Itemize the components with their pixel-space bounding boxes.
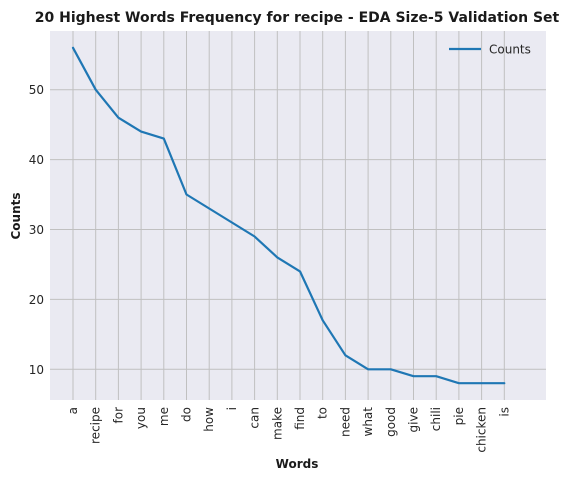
y-tick-label: 50 (29, 83, 44, 97)
x-axis-label: Words (276, 457, 319, 471)
x-tick-label: is (497, 407, 511, 417)
x-tick-label: make (270, 407, 284, 440)
y-tick-label: 10 (29, 363, 44, 377)
x-axis-ticks: a recipe for you me do how i can make find to need wh… (66, 407, 511, 453)
x-tick-label: how (202, 407, 216, 432)
x-tick-label: chicken (475, 407, 489, 453)
x-tick-label: chili (429, 407, 443, 431)
y-axis-label: Counts (9, 192, 23, 239)
x-tick-label: a (66, 407, 80, 414)
x-tick-label: me (157, 407, 171, 426)
x-tick-label: need (338, 407, 352, 437)
x-tick-label: find (293, 407, 307, 430)
x-tick-label: recipe (89, 407, 103, 444)
x-tick-label: for (111, 407, 125, 424)
x-tick-label: i (225, 407, 239, 410)
legend-label-counts: Counts (489, 43, 531, 57)
series-line-counts (71, 46, 506, 385)
y-tick-label: 20 (29, 293, 44, 307)
y-tick-label: 30 (29, 223, 44, 237)
chart-title: 20 Highest Words Frequency for recipe - … (35, 10, 560, 26)
x-tick-label: can (248, 407, 262, 429)
y-tick-label: 40 (29, 153, 44, 167)
x-tick-label: you (134, 407, 148, 429)
legend: Counts (449, 43, 531, 57)
x-tick-label: give (407, 407, 421, 432)
x-tick-label: pie (452, 407, 466, 425)
x-tick-label: to (316, 407, 330, 419)
plot-area (50, 31, 546, 400)
x-tick-label: good (384, 407, 398, 437)
x-tick-label: what (361, 407, 375, 437)
x-tick-label: do (180, 407, 194, 422)
grid-lines (50, 31, 546, 400)
y-axis-ticks: 10 20 30 40 50 (29, 83, 44, 377)
